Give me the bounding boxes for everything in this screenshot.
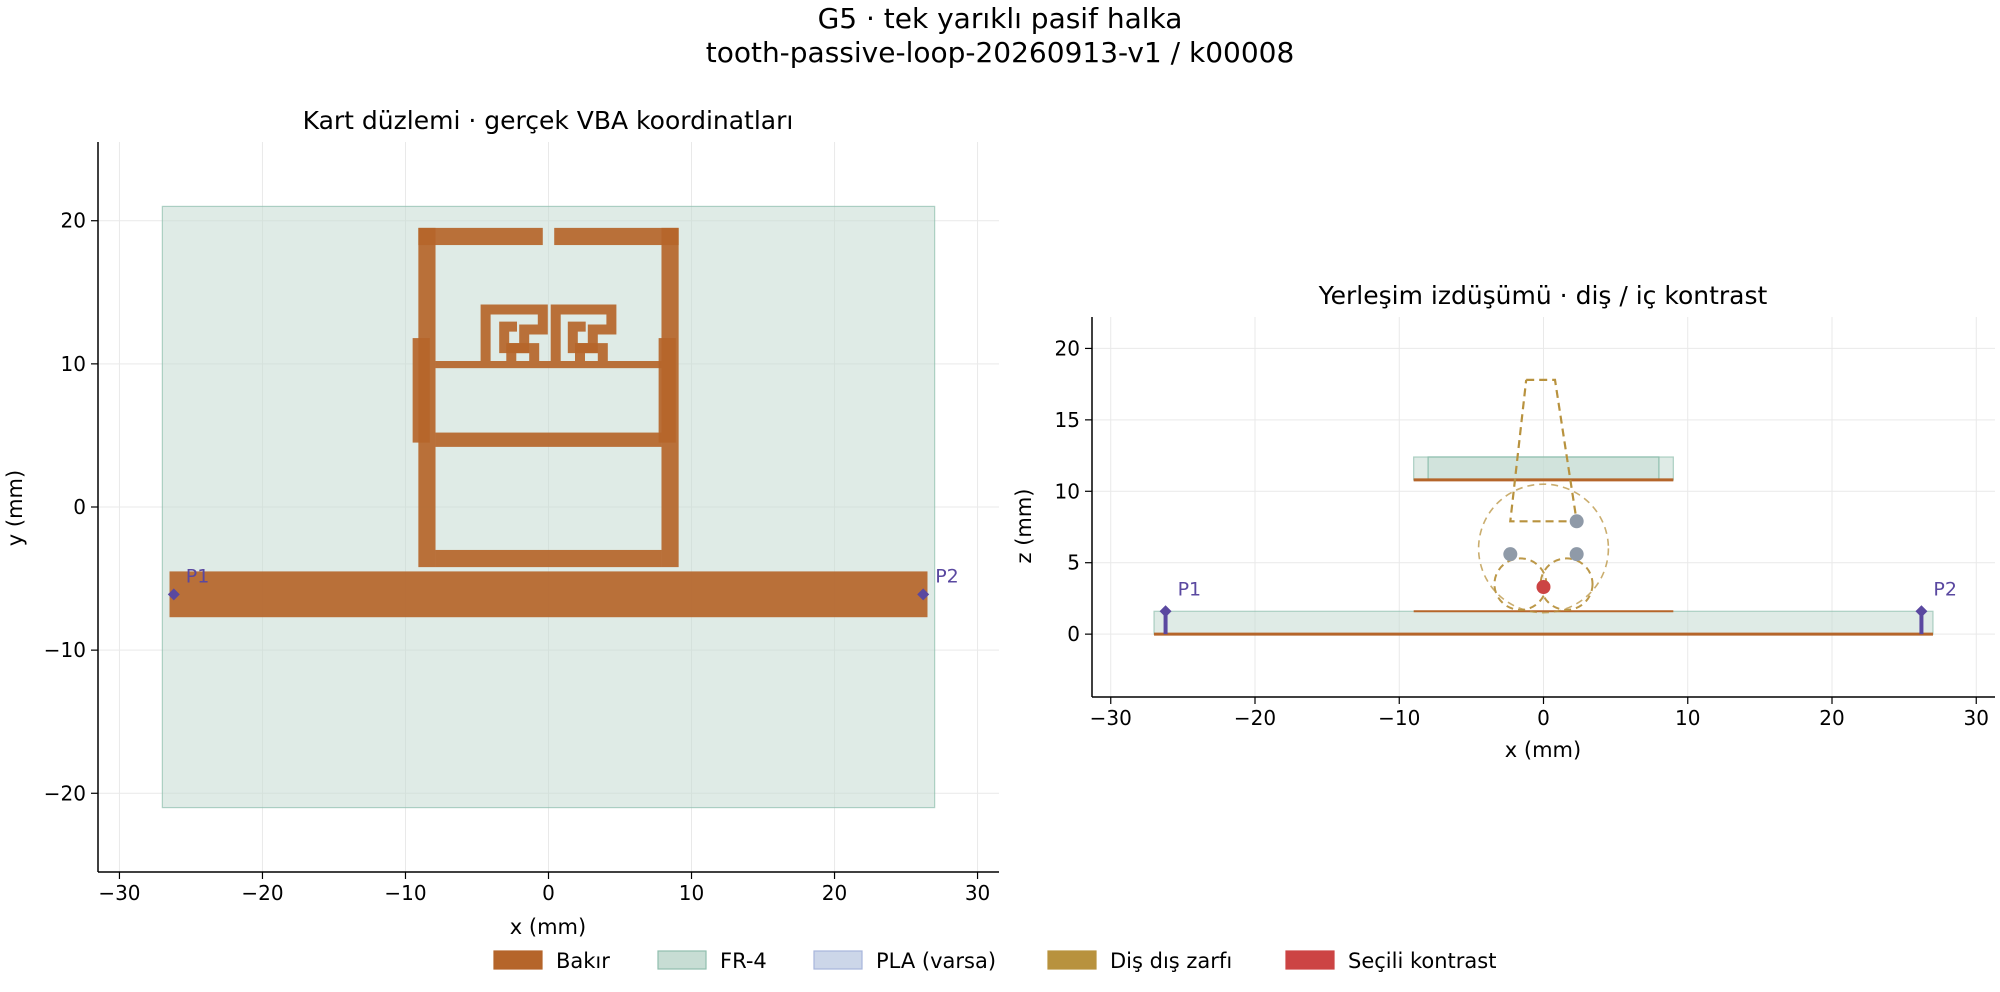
placement-projection-panel: Yerleşim izdüşümü · diş / iç kontrast x … xyxy=(1012,281,1995,762)
port-label: P1 xyxy=(1178,578,1202,600)
y-tick-label: 15 xyxy=(1055,408,1080,432)
legend-swatch xyxy=(1285,950,1335,970)
legend-label: PLA (varsa) xyxy=(876,949,996,973)
x-tick-label: −10 xyxy=(1378,706,1420,730)
x-tick-label: −20 xyxy=(241,881,283,905)
x-tick-label: 30 xyxy=(1964,706,1989,730)
y-tick-label: 0 xyxy=(1067,622,1080,646)
x-tick-label: 20 xyxy=(822,881,847,905)
port-label: P2 xyxy=(935,565,959,587)
y-tick-label: 10 xyxy=(1055,479,1080,503)
legend-label: Seçili kontrast xyxy=(1348,949,1496,973)
fr4-substrate xyxy=(161,205,936,809)
copper-meander xyxy=(575,343,608,361)
port-marker xyxy=(1915,605,1928,618)
y-tick-label: 20 xyxy=(1055,336,1080,360)
y-tick-label: −20 xyxy=(44,781,86,805)
x-tick-label: −30 xyxy=(1090,706,1132,730)
figure-subtitle: tooth-passive-loop-20260913-v1 / k00008 xyxy=(706,36,1295,69)
legend-swatch xyxy=(813,950,863,970)
probe-node xyxy=(1569,547,1584,562)
x-tick-label: −30 xyxy=(98,881,140,905)
x-tick-label: 0 xyxy=(542,881,555,905)
legend-label: Diş dış zarfı xyxy=(1110,949,1232,973)
y-tick-label: 20 xyxy=(61,209,86,233)
port-label: P1 xyxy=(186,565,210,587)
y-tick-label: 0 xyxy=(73,495,86,519)
port-marker xyxy=(167,588,180,601)
figure-title: G5 · tek yarıklı pasif halka xyxy=(818,2,1183,35)
copper-meander xyxy=(480,304,548,361)
legend-label: Bakır xyxy=(556,949,610,973)
y-tick-label: 10 xyxy=(61,352,86,376)
probe-node xyxy=(1503,547,1518,562)
copper-trace xyxy=(658,338,676,443)
bottom-board xyxy=(1153,610,1934,635)
y-tick-label: 5 xyxy=(1067,551,1080,575)
panel2-ylabel: z (mm) xyxy=(1012,489,1036,564)
tooth-crown-outline xyxy=(1477,483,1610,614)
selected-contrast-point xyxy=(1536,580,1551,594)
panel2-title: Yerleşim izdüşümü · diş / iç kontrast xyxy=(1318,281,1768,310)
legend-swatch xyxy=(1047,950,1097,970)
panel1-xlabel: x (mm) xyxy=(510,915,586,939)
legend: Bakır FR-4 PLA (varsa) Diş dış zarfı Seçili … xyxy=(493,949,1496,973)
x-tick-label: −10 xyxy=(384,881,426,905)
x-tick-label: 0 xyxy=(1537,706,1550,730)
copper-trace xyxy=(418,227,543,246)
port-label: P2 xyxy=(1933,578,1957,600)
copper-meander xyxy=(506,343,540,361)
probe-node xyxy=(1569,514,1584,529)
port-marker xyxy=(917,588,930,601)
copper-trace xyxy=(169,571,928,618)
x-tick-label: −20 xyxy=(1234,706,1276,730)
x-tick-label: 30 xyxy=(965,881,990,905)
y-tick-label: −10 xyxy=(44,638,86,662)
panel1-ylabel: y (mm) xyxy=(3,470,27,546)
copper-trace xyxy=(435,432,662,447)
copper-trace xyxy=(435,361,662,369)
copper-trace xyxy=(412,338,430,443)
port-marker xyxy=(1159,605,1172,618)
board-plane-panel: Kart düzlemi · gerçek VBA koordinatları … xyxy=(3,106,999,939)
tooth-root-outline xyxy=(1539,557,1594,611)
x-tick-label: 10 xyxy=(679,881,704,905)
panel1-title: Kart düzlemi · gerçek VBA koordinatları xyxy=(303,106,794,135)
copper-trace xyxy=(435,549,662,568)
x-tick-label: 10 xyxy=(1675,706,1700,730)
copper-meander xyxy=(550,304,617,361)
legend-swatch xyxy=(657,950,707,970)
legend-label: FR-4 xyxy=(720,949,767,973)
panel2-xlabel: x (mm) xyxy=(1505,738,1581,762)
legend-swatch xyxy=(493,950,543,970)
copper-trace xyxy=(554,227,679,246)
x-tick-label: 20 xyxy=(1819,706,1844,730)
upper-board-core xyxy=(1427,456,1660,481)
